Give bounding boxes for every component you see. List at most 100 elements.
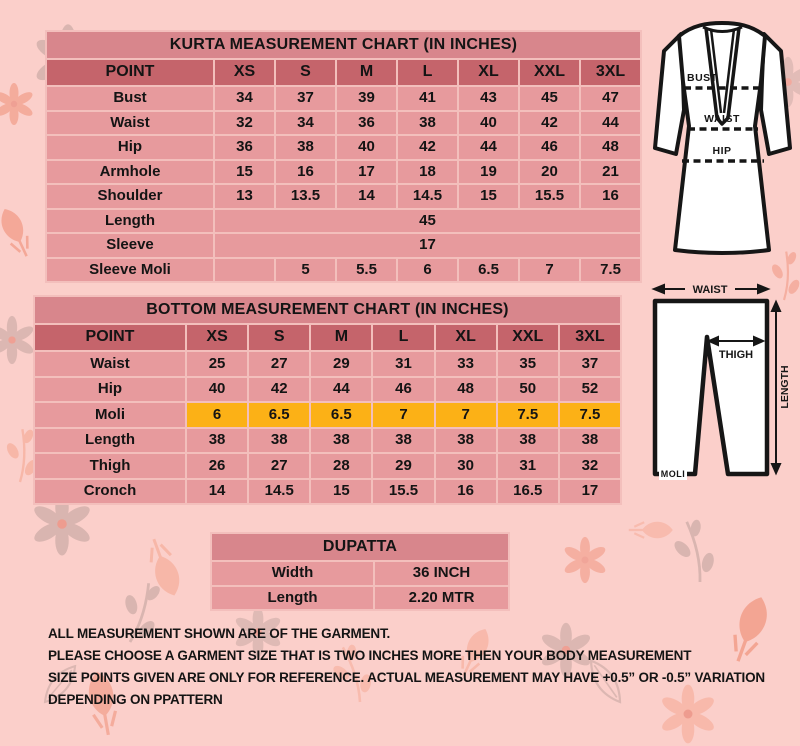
value-cell: 15	[309, 477, 374, 505]
value-cell: 14	[335, 183, 398, 210]
row-label: Length	[33, 426, 187, 454]
value-cell: 50	[495, 375, 560, 403]
kurta-neckline	[702, 25, 743, 33]
row-label: Hip	[45, 134, 215, 161]
value-cell: 40	[335, 134, 398, 161]
value-cell: 40	[457, 109, 520, 136]
value-cell: 15	[213, 158, 276, 185]
note-line: PLEASE CHOOSE A GARMENT SIZE THAT IS TWO…	[48, 648, 692, 663]
value-cell: 36	[335, 109, 398, 136]
row-label: Sleeve Moli	[45, 256, 215, 283]
waist-label: WAIST	[704, 113, 740, 125]
value-cell: 27	[247, 452, 312, 480]
note-line: DEPENDING ON PPATTERN	[48, 692, 223, 707]
column-header: XS	[213, 58, 276, 87]
value-cell: 34	[213, 85, 276, 112]
value-cell: 19	[457, 158, 520, 185]
value-cell: 52	[557, 375, 623, 403]
value-cell: 7	[518, 256, 581, 283]
value-cell: 15.5	[371, 477, 436, 505]
chart-title: KURTA MEASUREMENT CHART (IN INCHES)	[45, 30, 642, 60]
value-cell: 6.5	[457, 256, 520, 283]
value-cell: 14.5	[247, 477, 312, 505]
row-label: Bust	[45, 85, 215, 112]
row-label: Armhole	[45, 158, 215, 185]
pants-moli-label: MOLI	[661, 469, 686, 479]
value-cell: 42	[518, 109, 581, 136]
column-header: XS	[184, 323, 250, 352]
value-cell: 42	[396, 134, 459, 161]
value-cell: 31	[495, 452, 560, 480]
row-label: Width	[210, 560, 375, 587]
value-cell: 14.5	[396, 183, 459, 210]
value-cell: 46	[518, 134, 581, 161]
pants-illustration: WAIST THIGH LENGTH MOLI	[638, 278, 800, 512]
pants-thigh-label: THIGH	[719, 349, 753, 361]
value-cell: 6.5	[247, 401, 312, 429]
value-cell: 32	[557, 452, 623, 480]
value-cell: 16	[274, 158, 337, 185]
row-label: Sleeve	[45, 232, 215, 259]
bottom-chart-section: BOTTOM MEASUREMENT CHART (IN INCHES) POIN…	[33, 295, 623, 505]
value-cell: 44	[457, 134, 520, 161]
value-cell: 14	[184, 477, 250, 505]
pants-waist-label: WAIST	[693, 284, 728, 296]
bust-label: BUST	[687, 72, 718, 84]
value-cell: 31	[371, 350, 436, 378]
value-cell: 48	[579, 134, 642, 161]
measurement-row: Hip 36 38 40 42 44 46 48	[45, 134, 642, 161]
value-cell: 20	[518, 158, 581, 185]
value-cell: 37	[274, 85, 337, 112]
value-cell: 38	[274, 134, 337, 161]
value-cell: 48	[433, 375, 498, 403]
chart-title: BOTTOM MEASUREMENT CHART (IN INCHES)	[33, 295, 622, 325]
value-cell: 16	[433, 477, 498, 505]
kurta-chart-section: KURTA MEASUREMENT CHART (IN INCHES) POINT…	[45, 30, 642, 283]
chart-title-row: DUPATTA	[210, 532, 510, 562]
value-cell: 34	[274, 109, 337, 136]
value-cell: 15.5	[518, 183, 581, 210]
value-cell: 42	[247, 375, 312, 403]
column-header-row: POINT XS S M L XL XXL 3XL	[33, 323, 623, 352]
row-label: Moli	[33, 401, 187, 429]
row-label: Thigh	[33, 452, 187, 480]
value-cell: 35	[495, 350, 560, 378]
value-cell: 6	[184, 401, 250, 429]
value-cell: 46	[371, 375, 436, 403]
measurement-row: Bust 34 37 39 41 43 45 47	[45, 85, 642, 112]
value-cell: 38	[433, 426, 498, 454]
value-cell: 37	[557, 350, 623, 378]
measurement-row: Moli 6 6.5 6.5 7 7 7.5 7.5	[33, 401, 623, 429]
column-header: XXL	[518, 58, 581, 87]
measurement-row: Shoulder 13 13.5 14 14.5 15 15.5 16	[45, 183, 642, 210]
measurement-row: Width 36 INCH	[210, 560, 510, 587]
measurement-row: Hip 40 42 44 46 48 50 52	[33, 375, 623, 403]
pants-length-label: LENGTH	[779, 365, 791, 408]
value-cell: 30	[433, 452, 498, 480]
column-header: XXL	[495, 323, 560, 352]
value-cell: 43	[457, 85, 520, 112]
chart-title-row: KURTA MEASUREMENT CHART (IN INCHES)	[45, 30, 642, 60]
column-header: S	[247, 323, 312, 352]
merged-value-cell: 45	[213, 207, 642, 234]
value-cell: 18	[396, 158, 459, 185]
value-cell: 39	[335, 85, 398, 112]
measurement-row: Sleeve Moli 5 5.5 6 6.5 7 7.5	[45, 256, 642, 283]
measurement-row: Waist 32 34 36 38 40 42 44	[45, 109, 642, 136]
kurta-placket-lines	[709, 28, 736, 114]
value-cell: 32	[213, 109, 276, 136]
value-cell: 17	[557, 477, 623, 505]
value-cell: 36	[213, 134, 276, 161]
column-header: XL	[433, 323, 498, 352]
value-cell: 7	[433, 401, 498, 429]
value-cell: 47	[579, 85, 642, 112]
value-cell: 26	[184, 452, 250, 480]
value-cell: 21	[579, 158, 642, 185]
value-cell: 45	[518, 85, 581, 112]
row-label: Length	[45, 207, 215, 234]
measurement-row: Length 38 38 38 38 38 38 38	[33, 426, 623, 454]
value-cell: 38	[184, 426, 250, 454]
column-header: S	[274, 58, 337, 87]
value-cell: 7.5	[495, 401, 560, 429]
value-cell: 38	[557, 426, 623, 454]
